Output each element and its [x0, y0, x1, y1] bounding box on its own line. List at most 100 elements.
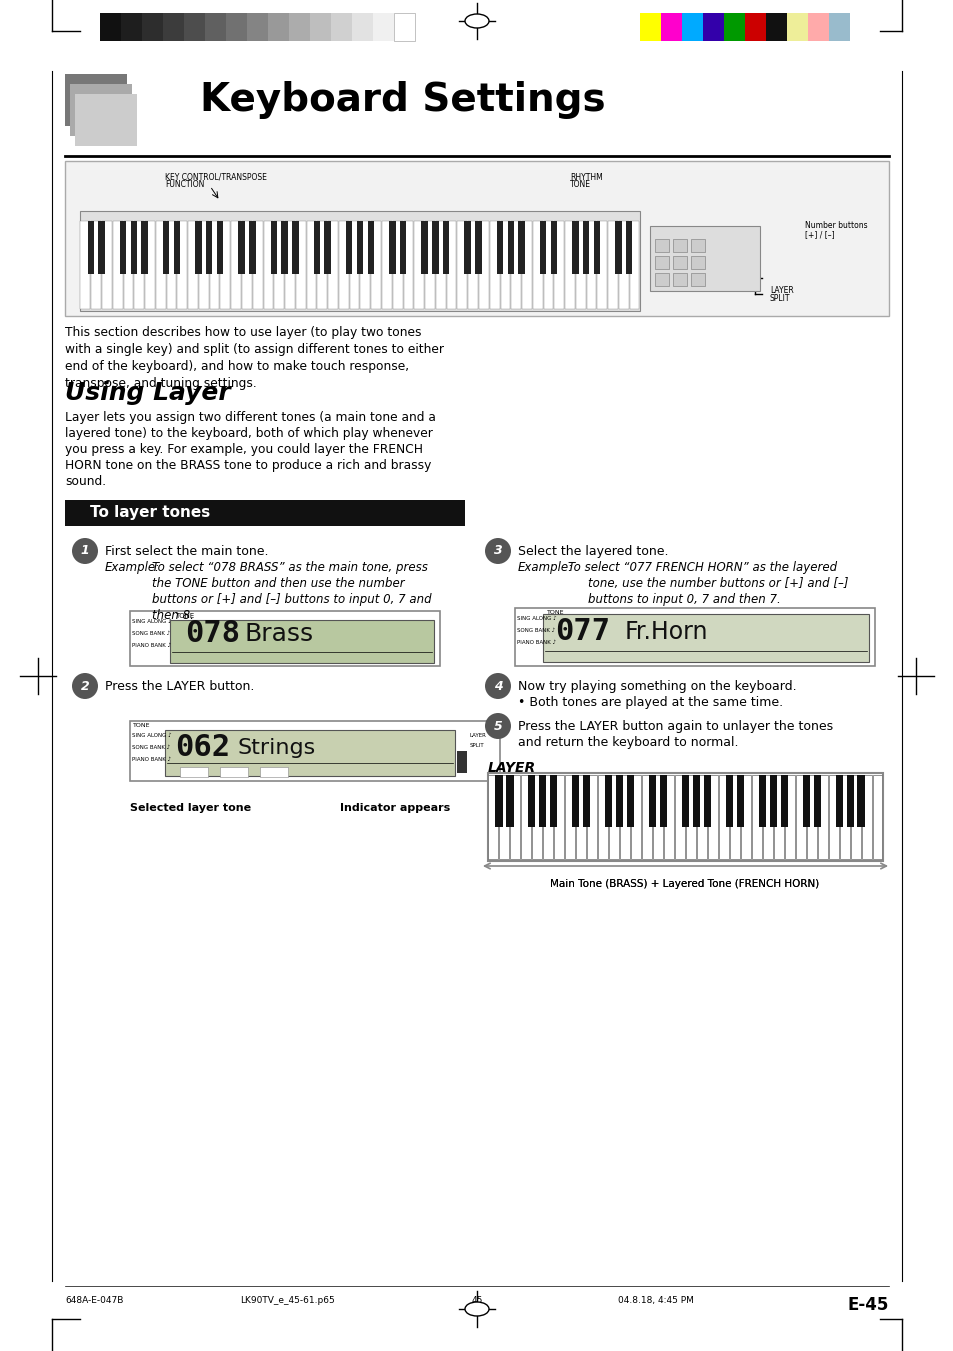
Bar — [572, 222, 578, 274]
Bar — [346, 222, 352, 274]
Text: Selected layer tone: Selected layer tone — [130, 802, 251, 813]
Bar — [205, 14, 226, 41]
Bar — [615, 222, 621, 274]
Bar — [468, 222, 477, 309]
Bar — [464, 222, 471, 274]
Circle shape — [484, 713, 511, 739]
Bar — [371, 222, 380, 309]
Bar — [597, 222, 606, 309]
Text: SPLIT: SPLIT — [769, 295, 790, 303]
Bar — [744, 14, 765, 41]
Bar — [338, 222, 349, 309]
Text: To select “077 FRENCH HORN” as the layered: To select “077 FRENCH HORN” as the layer… — [567, 561, 836, 574]
Text: • Both tones are played at the same time.: • Both tones are played at the same time… — [517, 696, 782, 709]
Bar — [102, 222, 112, 309]
Text: Now try playing something on the keyboard.: Now try playing something on the keyboar… — [517, 680, 796, 693]
Text: To select “078 BRASS” as the main tone, press: To select “078 BRASS” as the main tone, … — [152, 561, 428, 574]
Text: E-45: E-45 — [846, 1296, 888, 1315]
Bar — [582, 775, 590, 827]
Bar — [813, 775, 820, 827]
Text: KEY CONTROL/TRANSPOSE: KEY CONTROL/TRANSPOSE — [165, 173, 267, 182]
Bar — [403, 222, 413, 309]
Text: SING ALONG ♪: SING ALONG ♪ — [132, 619, 172, 624]
Bar — [697, 775, 706, 859]
Text: Main Tone (BRASS) + Layered Tone (FRENCH HORN): Main Tone (BRASS) + Layered Tone (FRENCH… — [550, 880, 819, 889]
Bar — [281, 222, 288, 274]
Bar — [641, 775, 652, 859]
Bar — [367, 222, 374, 274]
Bar — [681, 14, 702, 41]
Bar — [231, 222, 241, 309]
Bar — [542, 613, 868, 662]
Text: 5: 5 — [493, 720, 502, 732]
Bar — [582, 222, 589, 274]
Text: SONG BANK ♪: SONG BANK ♪ — [132, 744, 170, 750]
Bar — [692, 775, 700, 827]
Bar — [249, 222, 255, 274]
Bar — [736, 775, 743, 827]
Text: 1: 1 — [81, 544, 90, 558]
Bar — [659, 775, 666, 827]
Bar — [565, 775, 575, 859]
Bar — [394, 14, 415, 41]
Text: LAYER: LAYER — [488, 761, 536, 775]
Text: PIANO BANK ♪: PIANO BANK ♪ — [132, 757, 171, 762]
Text: LAYER: LAYER — [470, 734, 486, 738]
Bar — [65, 500, 464, 526]
Bar — [780, 775, 787, 827]
Text: SING ALONG ♪: SING ALONG ♪ — [132, 734, 172, 738]
Text: 4: 4 — [493, 680, 502, 693]
Bar — [619, 775, 630, 859]
Bar — [356, 222, 363, 274]
Bar — [857, 775, 863, 827]
Text: 062: 062 — [174, 734, 230, 762]
Bar — [554, 775, 564, 859]
Text: 078: 078 — [185, 620, 240, 648]
Bar — [432, 222, 438, 274]
Bar — [608, 222, 618, 309]
Bar — [543, 222, 553, 309]
Bar — [155, 222, 166, 309]
Bar — [593, 222, 599, 274]
Bar — [587, 775, 597, 859]
Bar — [517, 222, 524, 274]
Bar — [872, 775, 882, 859]
Circle shape — [484, 673, 511, 698]
Circle shape — [71, 538, 98, 563]
Bar — [532, 775, 542, 859]
Bar — [702, 14, 723, 41]
Bar — [672, 255, 686, 269]
Bar — [220, 767, 248, 777]
Bar — [729, 775, 740, 859]
Bar — [609, 775, 618, 859]
Bar — [180, 767, 208, 777]
Text: tone, use the number buttons or [+] and [–]: tone, use the number buttons or [+] and … — [587, 577, 847, 590]
Bar — [806, 775, 816, 859]
Bar — [425, 222, 435, 309]
Bar — [564, 222, 575, 309]
Bar — [690, 255, 704, 269]
Bar — [521, 775, 531, 859]
Bar — [769, 775, 776, 827]
Bar — [690, 239, 704, 253]
Bar — [360, 222, 370, 309]
Bar — [436, 222, 445, 309]
Bar — [703, 775, 710, 827]
Bar — [206, 222, 213, 274]
Bar — [120, 222, 126, 274]
Circle shape — [484, 538, 511, 563]
Text: Example:: Example: — [517, 561, 573, 574]
Bar — [663, 775, 674, 859]
Bar — [807, 14, 828, 41]
Bar — [373, 14, 394, 41]
Bar — [295, 222, 305, 309]
Text: TONE: TONE — [174, 613, 194, 619]
Bar — [598, 775, 608, 859]
Bar — [719, 775, 728, 859]
Bar — [173, 222, 180, 274]
Text: LAYER: LAYER — [769, 286, 793, 295]
Bar — [399, 222, 406, 274]
Bar — [495, 775, 502, 827]
Bar — [121, 14, 142, 41]
Bar — [616, 775, 622, 827]
